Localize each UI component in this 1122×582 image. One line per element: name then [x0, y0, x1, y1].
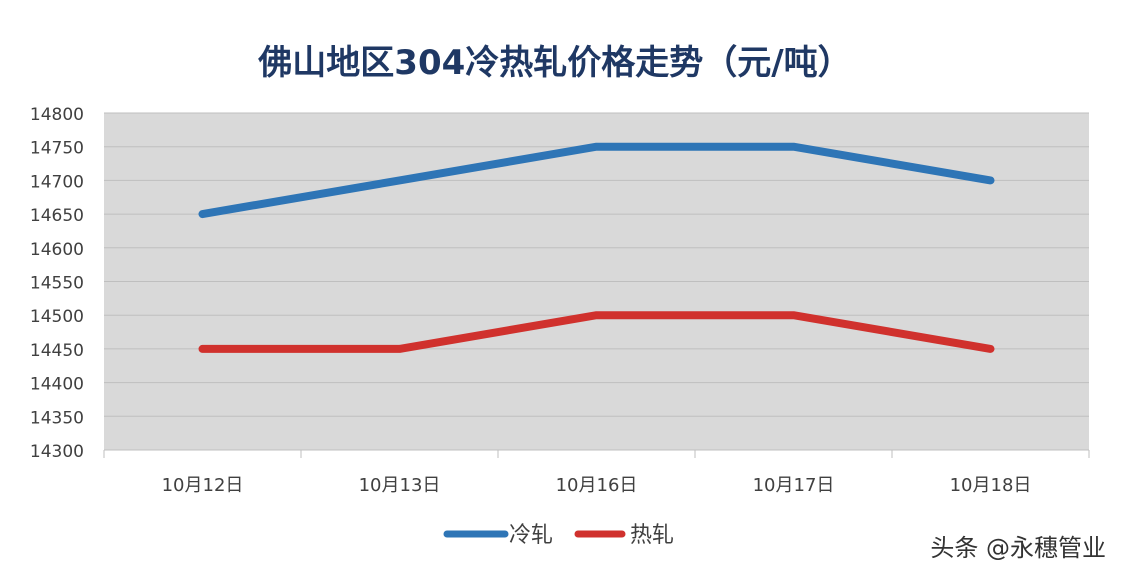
- y-tick-label: 14350: [30, 408, 84, 428]
- series-line-cold-rolled: [198, 142, 995, 219]
- y-tick-label: 14650: [30, 206, 84, 226]
- y-axis-tick-labels: 14300 14350 14400 14450 14500 14550 14600 14650…: [30, 105, 84, 462]
- x-tick-label: 10月13日: [359, 475, 441, 496]
- x-tick-label: 10月16日: [556, 475, 638, 496]
- series-layer: [198, 142, 995, 353]
- x-axis-tick-labels: 10月12日 10月13日 10月16日 10月17日 10月18日: [162, 475, 1032, 496]
- y-tick-label: 14800: [30, 105, 84, 125]
- gridlines: [104, 112, 1089, 451]
- y-tick-label: 14600: [30, 240, 84, 260]
- x-tick-label: 10月12日: [162, 475, 244, 496]
- y-tick-label: 14500: [30, 307, 84, 327]
- y-tick-label: 14750: [30, 139, 84, 159]
- legend-label-hot-rolled: 热轧: [630, 523, 674, 548]
- chart-title: 佛山地区304冷热轧价格走势（元/吨）: [257, 43, 851, 83]
- y-tick-label: 14450: [30, 341, 84, 361]
- y-tick-label: 14700: [30, 172, 84, 192]
- watermark: 头条 @永穗管业: [930, 534, 1106, 562]
- y-tick-label: 14400: [30, 375, 84, 395]
- legend: 冷轧 热轧: [443, 523, 674, 548]
- y-tick-label: 14300: [30, 442, 84, 462]
- legend-label-cold-rolled: 冷轧: [509, 523, 553, 548]
- x-gridlines: [103, 450, 1090, 458]
- x-tick-label: 10月17日: [753, 475, 835, 496]
- x-tick-label: 10月18日: [950, 475, 1032, 496]
- y-tick-label: 14550: [30, 274, 84, 294]
- series-line-hot-rolled: [198, 311, 995, 353]
